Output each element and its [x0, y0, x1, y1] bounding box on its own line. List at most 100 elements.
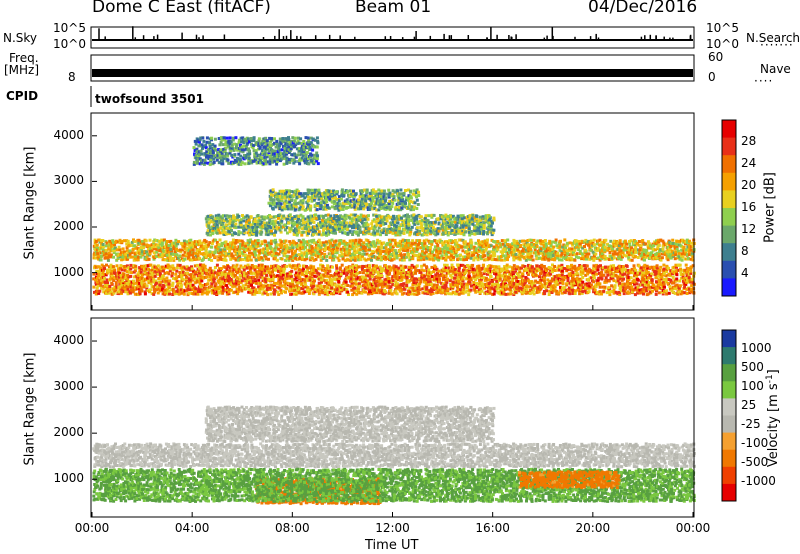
heatmap-cell: [185, 246, 189, 250]
heatmap-cell: [228, 247, 232, 251]
heatmap-cell: [275, 225, 279, 229]
heatmap-cell: [172, 258, 176, 262]
heatmap-cell: [193, 240, 197, 244]
heatmap-cell: [265, 273, 269, 277]
heatmap-cell: [130, 271, 134, 275]
heatmap-cell: [280, 257, 284, 261]
heatmap-cell: [130, 255, 134, 259]
heatmap-cell: [168, 252, 172, 256]
heatmap-cell: [218, 257, 222, 261]
heatmap-cell: [459, 253, 462, 257]
heatmap-cell: [230, 247, 234, 251]
heatmap-cell: [287, 221, 291, 225]
heatmap-cell: [168, 279, 172, 283]
heatmap-cell: [671, 242, 675, 245]
heatmap-cell: [248, 240, 252, 244]
heatmap-cell: [110, 281, 114, 285]
heatmap-cell: [390, 292, 394, 296]
heatmap-cell: [325, 255, 329, 258]
heatmap-cell: [201, 257, 205, 261]
heatmap-cell: [247, 218, 251, 222]
heatmap-cell: [238, 252, 242, 256]
heatmap-cell: [339, 240, 342, 244]
heatmap-cell: [406, 248, 410, 252]
heatmap-cell: [291, 255, 294, 259]
heatmap-cell: [241, 250, 245, 254]
heatmap-cell: [482, 223, 486, 227]
heatmap-cell: [583, 245, 586, 248]
heatmap-cell: [246, 258, 250, 262]
heatmap-cell: [598, 243, 602, 247]
heatmap-cell: [258, 289, 262, 293]
heatmap-cell: [249, 270, 253, 274]
heatmap-cell: [199, 248, 203, 251]
heatmap-cell: [254, 258, 258, 262]
heatmap-cell: [258, 281, 262, 285]
heatmap-cell: [140, 250, 144, 254]
heatmap-cell: [285, 249, 289, 253]
heatmap-cell: [166, 240, 169, 243]
heatmap-cell: [352, 241, 356, 245]
heatmap-cell: [285, 243, 289, 247]
heatmap-cell: [369, 243, 373, 247]
heatmap-cell: [159, 242, 163, 246]
heatmap-cell: [418, 229, 422, 233]
heatmap-cell: [285, 277, 289, 281]
heatmap-cell: [187, 256, 191, 260]
heatmap-cell: [395, 292, 399, 296]
heatmap-cell: [338, 242, 341, 246]
heatmap-cell: [249, 238, 253, 242]
heatmap-cell: [352, 255, 355, 259]
heatmap-cell: [690, 241, 693, 245]
heatmap-cell: [136, 258, 140, 262]
heatmap-cell: [132, 238, 135, 242]
heatmap-cell: [236, 247, 240, 251]
heatmap-cell: [686, 256, 690, 260]
heatmap-cell: [97, 265, 101, 269]
heatmap-cell: [119, 253, 123, 257]
heatmap-cell: [469, 239, 473, 243]
heatmap-cell: [370, 258, 373, 262]
heatmap-cell: [386, 227, 390, 231]
heatmap-cell: [245, 248, 249, 252]
heatmap-cell: [104, 250, 108, 254]
heatmap-cell: [158, 248, 162, 252]
heatmap-cell: [390, 248, 394, 252]
heatmap-cell: [297, 246, 301, 249]
heatmap-cell: [239, 231, 243, 235]
heatmap-cell: [339, 239, 343, 242]
heatmap-cell: [294, 256, 298, 260]
heatmap-cell: [394, 265, 398, 269]
heatmap-cell: [344, 217, 348, 221]
heatmap-cell: [309, 256, 313, 260]
heatmap-cell: [118, 248, 122, 252]
heatmap-cell: [359, 239, 363, 243]
heatmap-cell: [250, 251, 254, 255]
heatmap-cell: [264, 257, 268, 261]
power-heatmap: [92, 136, 696, 297]
heatmap-cell: [559, 239, 562, 243]
heatmap-cell: [204, 268, 208, 272]
heatmap-cell: [565, 241, 569, 245]
heatmap-cell: [145, 254, 149, 258]
heatmap-cell: [334, 231, 337, 235]
heatmap-cell: [357, 244, 361, 248]
heatmap-cell: [200, 279, 204, 283]
heatmap-cell: [152, 251, 156, 255]
heatmap-cell: [176, 256, 180, 260]
heatmap-cell: [240, 279, 244, 283]
heatmap-cell: [674, 250, 678, 254]
heatmap-cell: [267, 241, 271, 245]
heatmap-cell: [299, 240, 303, 244]
heatmap-cell: [228, 241, 232, 245]
heatmap-cell: [387, 279, 391, 283]
heatmap-cell: [551, 240, 555, 244]
heatmap-cell: [234, 258, 238, 262]
heatmap-cell: [230, 252, 234, 256]
heatmap-cell: [592, 243, 596, 247]
heatmap-cell: [194, 253, 198, 257]
heatmap-cell: [125, 239, 129, 243]
heatmap-cell: [171, 243, 175, 247]
heatmap-cell: [365, 248, 369, 252]
heatmap-cell: [362, 214, 366, 218]
